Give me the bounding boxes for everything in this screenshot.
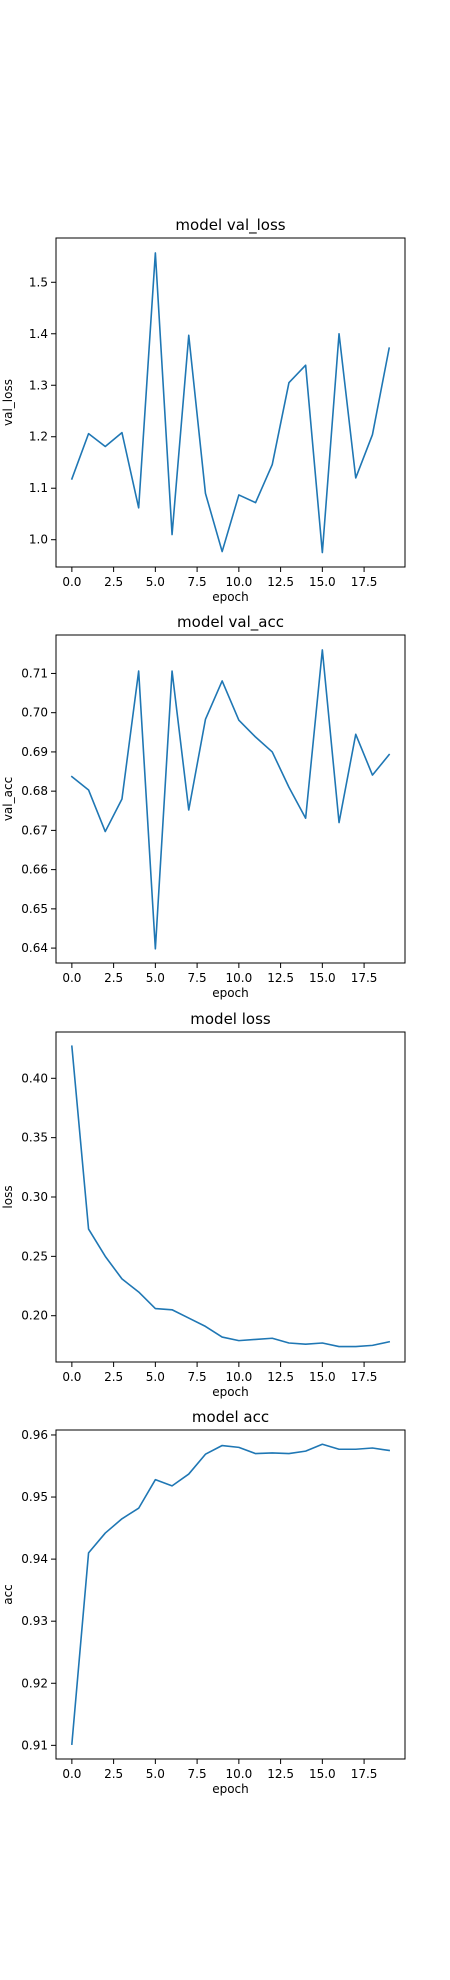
chart-2-y-tick-label: 0.25 — [21, 1249, 48, 1263]
chart-0-x-tick-label: 17.5 — [351, 575, 378, 589]
chart-0-y-tick-label: 1.4 — [29, 327, 48, 341]
chart-3-x-tick-label: 15.0 — [309, 1767, 336, 1781]
chart-1-x-tick-label: 2.5 — [104, 971, 123, 985]
chart-2-series-line — [70, 1045, 391, 1348]
chart-0-y-tick-label: 1.2 — [29, 430, 48, 444]
chart-2-x-tick-label: 10.0 — [225, 1370, 252, 1384]
chart-3-x-tick-label: 5.0 — [146, 1767, 165, 1781]
chart-1-plot: model val_acc 0.0 2.5 5.0 7.5 10.0 12.5 15.0 17.… — [1, 613, 406, 1000]
chart-1-x-tick-label: 10.0 — [225, 971, 252, 985]
chart-1-series-line — [70, 649, 391, 950]
chart-2-title: model loss — [190, 1010, 271, 1028]
chart-3-plot: model acc 0.0 2.5 5.0 7.5 10.0 12.5 15.0 17.5 0.9… — [1, 1408, 406, 1796]
chart-1-y-axis-label: val_acc — [1, 777, 15, 821]
chart-2-y-tick-label: 0.35 — [21, 1131, 48, 1145]
chart-3-x-tick-label: 10.0 — [225, 1767, 252, 1781]
chart-3-y-tick-label: 0.94 — [21, 1552, 48, 1566]
chart-1-title: model val_acc — [177, 613, 284, 632]
chart-3-series-line — [70, 1443, 391, 1745]
chart-1-y-tick-label: 0.64 — [21, 941, 48, 955]
chart-3-y-tick-label: 0.92 — [21, 1676, 48, 1690]
chart-1-y-tick-label: 0.67 — [21, 823, 48, 837]
chart-3-x-tick-label: 12.5 — [267, 1767, 294, 1781]
chart-1-y-tick-label: 0.66 — [21, 863, 48, 877]
chart-1-x-tick-label: 17.5 — [351, 971, 378, 985]
chart-0-axes-frame — [55, 237, 406, 568]
chart-2-x-tick-label: 12.5 — [267, 1370, 294, 1384]
chart-0-x-tick-label: 2.5 — [104, 575, 123, 589]
chart-3-y-axis-label: acc — [1, 1584, 15, 1605]
chart-3-axes-frame — [55, 1429, 406, 1760]
chart-3-y-tick-label: 0.95 — [21, 1490, 48, 1504]
chart-0-x-tick-label: 5.0 — [146, 575, 165, 589]
chart-1-x-tick-label: 5.0 — [146, 971, 165, 985]
chart-0-title: model val_loss — [175, 216, 285, 235]
chart-0-x-tick-label: 0.0 — [62, 575, 81, 589]
chart-3-y-tick-label: 0.93 — [21, 1614, 48, 1628]
chart-1-x-axis-label: epoch — [212, 986, 249, 1000]
chart-2-y-tick-label: 0.30 — [21, 1190, 48, 1204]
chart-1-y-tick-label: 0.68 — [21, 784, 48, 798]
chart-0-x-tick-label: 7.5 — [188, 575, 207, 589]
chart-1-x-tick-label: 15.0 — [309, 971, 336, 985]
chart-0-x-tick-label: 10.0 — [225, 575, 252, 589]
chart-1-axes-frame — [55, 634, 406, 964]
chart-1-y-tick-label: 0.65 — [21, 902, 48, 916]
chart-3-x-tick-label: 7.5 — [188, 1767, 207, 1781]
chart-0-y-axis-label: val_loss — [1, 379, 15, 426]
chart-2-x-tick-label: 7.5 — [188, 1370, 207, 1384]
chart-0-y-tick-label: 1.3 — [29, 378, 48, 392]
chart-3-y-tick-label: 0.96 — [21, 1428, 48, 1442]
chart-2-axes-frame — [55, 1031, 406, 1363]
chart-1-y-tick-label: 0.71 — [21, 666, 48, 680]
chart-3-x-tick-label: 2.5 — [104, 1767, 123, 1781]
chart-2-x-tick-label: 5.0 — [146, 1370, 165, 1384]
chart-0-y-tick-label: 1.1 — [29, 481, 48, 495]
chart-2-x-tick-label: 2.5 — [104, 1370, 123, 1384]
chart-0-x-axis-label: epoch — [212, 590, 249, 604]
chart-1-x-tick-label: 12.5 — [267, 971, 294, 985]
chart-0-series-line — [70, 252, 391, 554]
chart-2-x-tick-label: 17.5 — [351, 1370, 378, 1384]
chart-0-x-tick-label: 15.0 — [309, 575, 336, 589]
chart-2-x-axis-label: epoch — [212, 1385, 249, 1399]
chart-1-x-tick-label: 0.0 — [62, 971, 81, 985]
chart-3-x-axis-label: epoch — [212, 1782, 249, 1796]
chart-3-x-tick-label: 0.0 — [62, 1767, 81, 1781]
chart-3-title: model acc — [192, 1408, 269, 1426]
chart-0-x-tick-label: 12.5 — [267, 575, 294, 589]
chart-1-y-tick-label: 0.69 — [21, 745, 48, 759]
chart-2-y-tick-label: 0.20 — [21, 1309, 48, 1323]
chart-1-x-tick-label: 7.5 — [188, 971, 207, 985]
chart-0-y-tick-label: 1.0 — [29, 533, 48, 547]
chart-2-plot: model loss 0.0 2.5 5.0 7.5 10.0 12.5 15.0 17.5 0.… — [1, 1010, 406, 1399]
chart-0-plot: model val_loss 0.0 2.5 5.0 7.5 10.0 12.5 15.0 17… — [1, 216, 406, 604]
chart-2-y-axis-label: loss — [1, 1185, 15, 1208]
chart-2-x-tick-label: 0.0 — [62, 1370, 81, 1384]
chart-2-y-tick-label: 0.40 — [21, 1071, 48, 1085]
chart-2-x-tick-label: 15.0 — [309, 1370, 336, 1384]
chart-3-x-tick-label: 17.5 — [351, 1767, 378, 1781]
chart-3-y-tick-label: 0.91 — [21, 1738, 48, 1752]
chart-1-y-tick-label: 0.70 — [21, 706, 48, 720]
chart-0-y-tick-label: 1.5 — [29, 275, 48, 289]
